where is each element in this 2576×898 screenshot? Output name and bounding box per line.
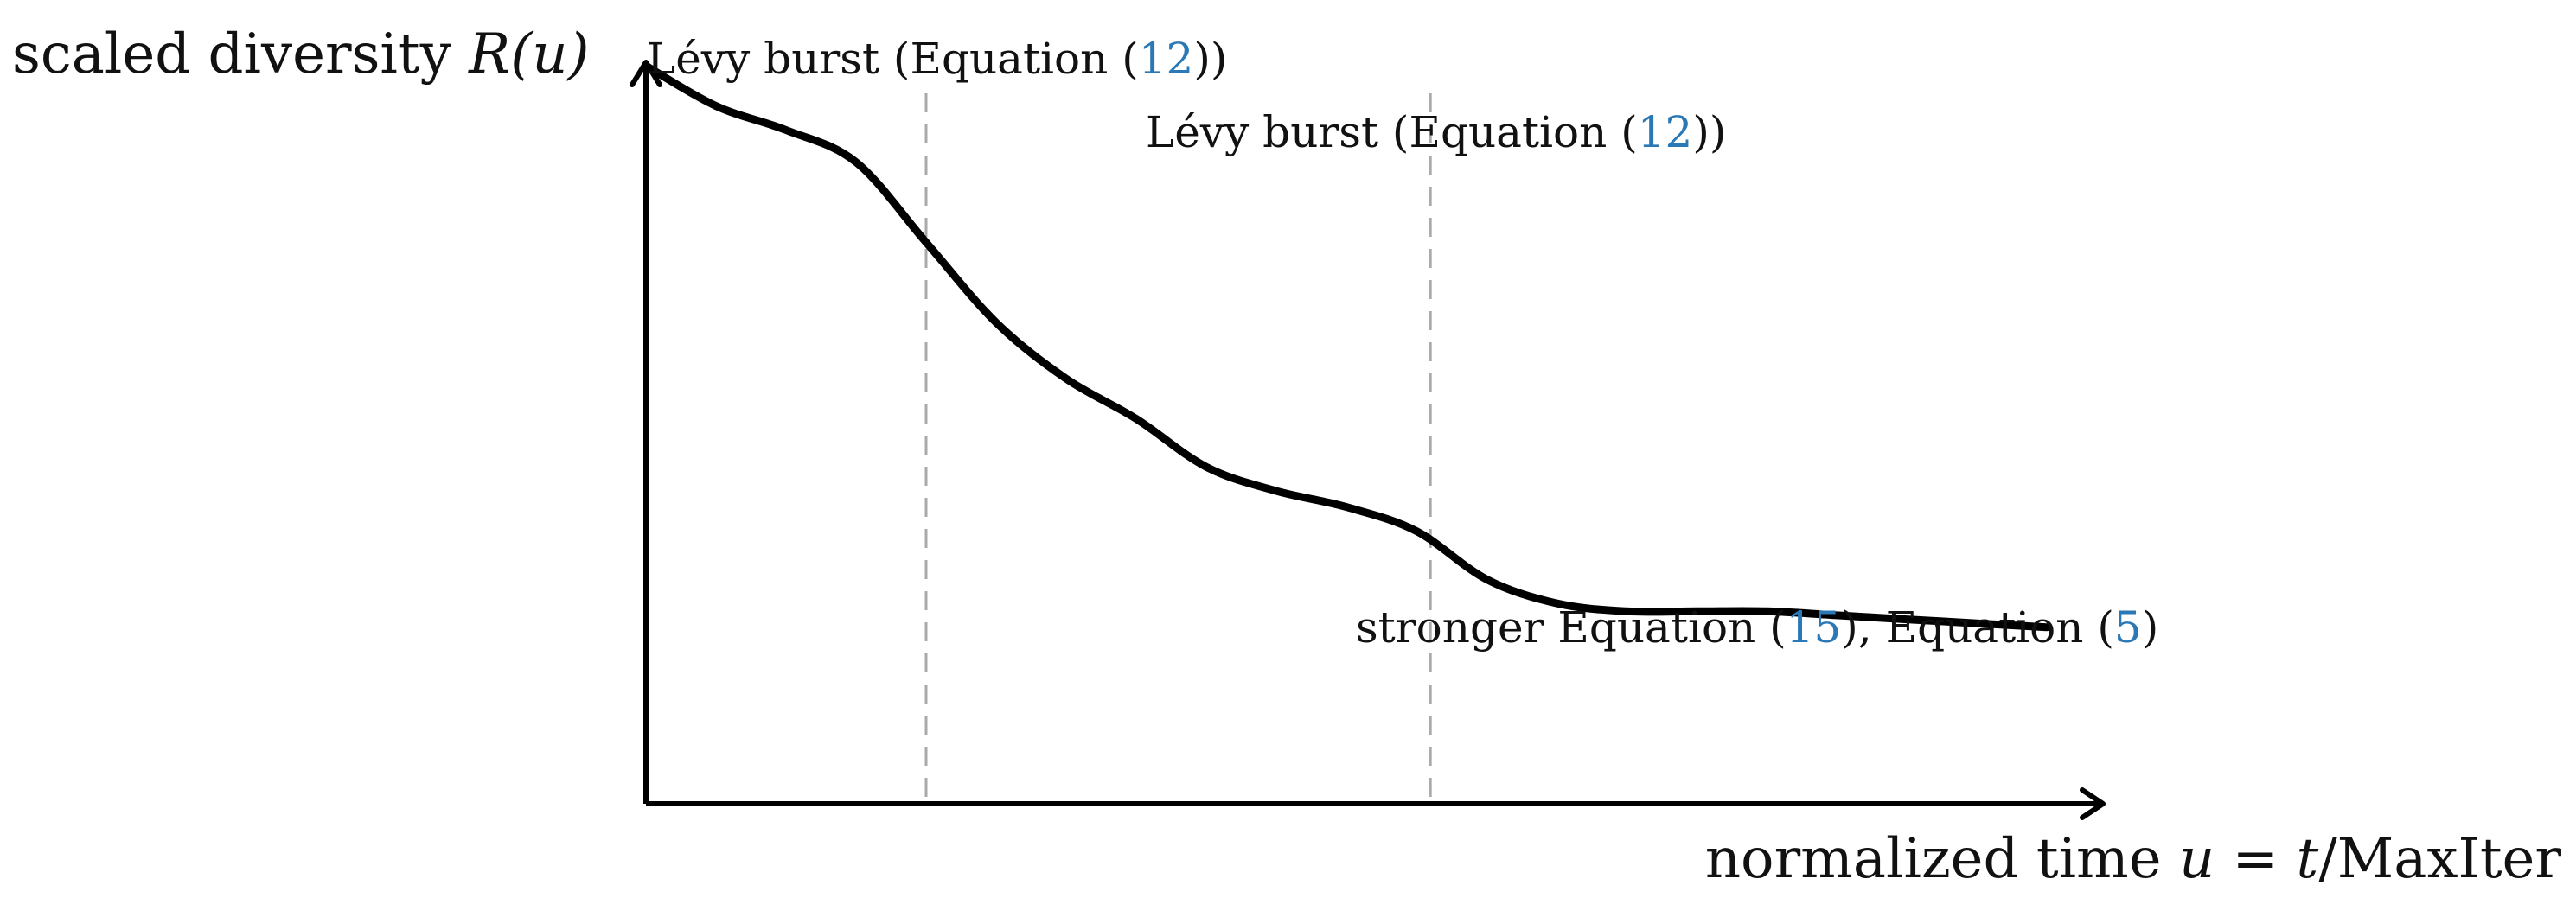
phase-markers — [924, 93, 1432, 804]
axes — [630, 60, 2106, 820]
annotation-stronger-phase: stronger Equation (15), Equation (5) — [1356, 602, 2158, 653]
x-axis-title: normalized time u = t/MaxIter — [1705, 827, 2562, 891]
annotation-levy-burst-2: Lévy burst (Equation (12)) — [1146, 107, 1726, 157]
equation-reference-link[interactable]: 12 — [1638, 107, 1693, 157]
y-axis-symbol: R(u) — [468, 22, 589, 86]
equation-reference-link[interactable]: 5 — [2114, 602, 2142, 653]
y-axis-arrowhead — [630, 60, 662, 87]
x-axis-arrowhead — [2080, 787, 2106, 820]
equation-reference-link[interactable]: 12 — [1139, 34, 1194, 84]
annotation-levy-burst-1: Lévy burst (Equation (12)) — [647, 34, 1227, 84]
equation-reference-link[interactable]: 15 — [1787, 602, 1842, 653]
diversity-curve — [642, 61, 2051, 632]
y-axis-title: scaled diversity R(u) — [12, 22, 589, 86]
